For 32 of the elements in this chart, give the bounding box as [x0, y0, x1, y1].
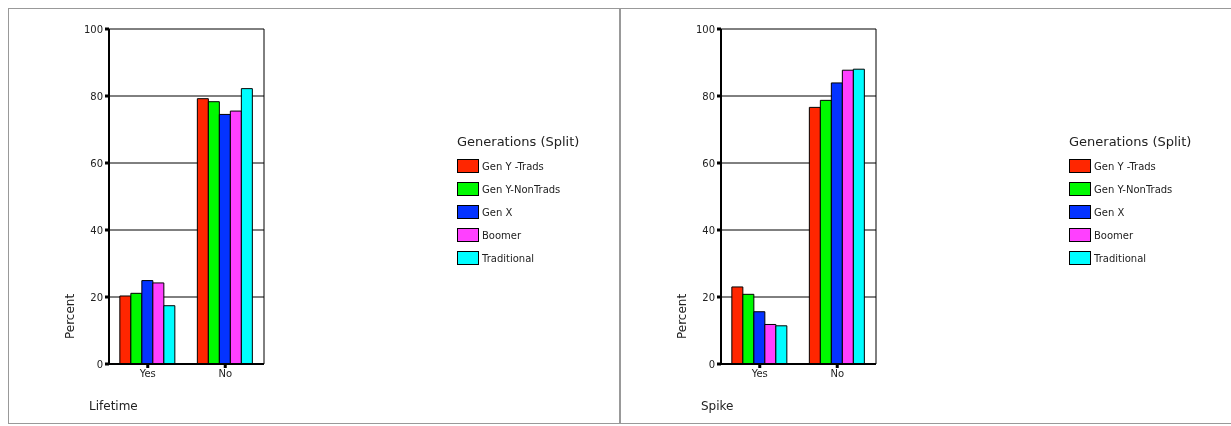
legend-label: Traditional [1093, 251, 1148, 266]
legend-label: Boomer [1093, 228, 1135, 243]
y-tick-label: 80 [90, 90, 103, 102]
y-tick-label: 20 [90, 291, 103, 303]
x-tick-label: Yes [750, 368, 768, 380]
legend-label: Gen X [1093, 205, 1126, 220]
y-tick-label: 40 [702, 224, 715, 236]
x-tick-label: Yes [138, 368, 156, 380]
text: Lifetime [89, 399, 138, 413]
y-tick-label: 80 [702, 90, 715, 102]
y-tick-label: 40 [90, 224, 103, 236]
y-tick-label: 60 [90, 157, 103, 169]
y-tick-label: 0 [708, 358, 715, 370]
y-tick-label: 100 [83, 23, 103, 35]
legend-label: Gen Y -Trads [1093, 159, 1157, 174]
legend-label: Traditional [481, 251, 536, 266]
x-tick-label: No [218, 368, 233, 380]
legend-label: Boomer [481, 228, 523, 243]
legend-title: Generations (Split) [457, 133, 581, 149]
text: Spike [701, 399, 734, 413]
y-tick-label: 100 [695, 23, 715, 35]
y-tick-label: 60 [702, 157, 715, 169]
x-tick-label: No [830, 368, 845, 380]
y-axis-title: Percent [675, 293, 689, 339]
legend-label: Gen X [481, 205, 514, 220]
y-tick-label: 0 [96, 358, 103, 370]
legend-label: Gen Y -Trads [481, 159, 545, 174]
legend-label: Gen Y-NonTrads [481, 182, 562, 197]
legend-label: Gen Y-NonTrads [1093, 182, 1174, 197]
y-tick-label: 20 [702, 291, 715, 303]
legend-title: Generations (Split) [1069, 133, 1193, 149]
y-axis-title: Percent [63, 293, 77, 339]
